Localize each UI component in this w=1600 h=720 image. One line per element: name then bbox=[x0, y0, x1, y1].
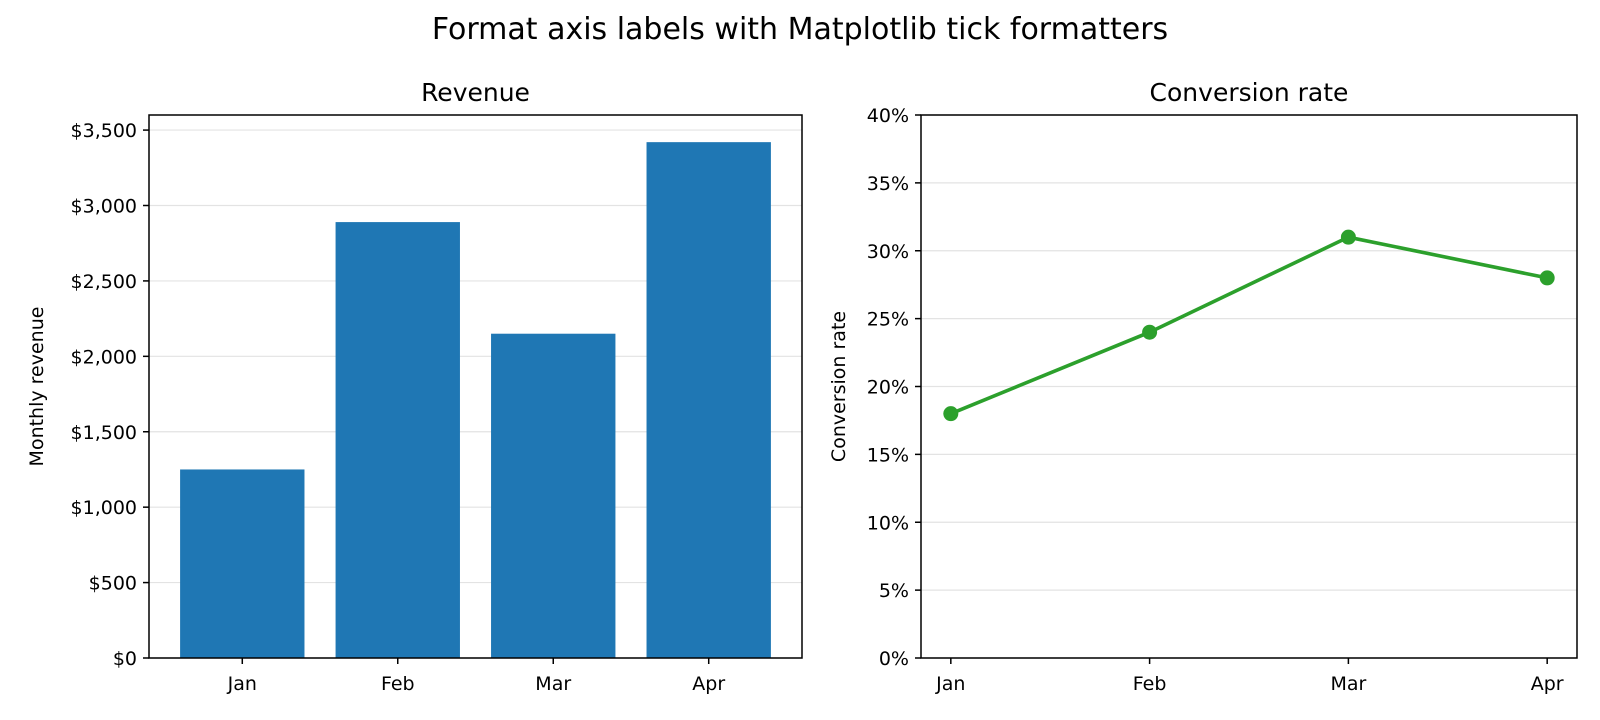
y-tick-label: $3,000 bbox=[71, 196, 137, 218]
y-tick-label: $2,500 bbox=[71, 271, 137, 293]
bar-apr bbox=[646, 142, 771, 658]
y-tick-label: 20% bbox=[867, 377, 909, 399]
data-point-mar bbox=[1340, 229, 1356, 245]
data-point-feb bbox=[1142, 324, 1158, 340]
x-tick-label: Apr bbox=[1531, 673, 1564, 695]
axes-frame bbox=[148, 114, 803, 659]
figure-title: Format axis labels with Matplotlib tick … bbox=[432, 12, 1168, 47]
y-tick-label: 10% bbox=[867, 512, 909, 534]
data-point-jan bbox=[943, 406, 959, 422]
y-tick-label: $0 bbox=[113, 648, 137, 670]
y-tick-label: 25% bbox=[867, 309, 909, 331]
y-tick-label: $3,500 bbox=[71, 120, 137, 142]
y-tick-label: 30% bbox=[867, 241, 909, 263]
bar-feb bbox=[335, 222, 460, 658]
y-tick-label: 40% bbox=[867, 105, 909, 127]
x-tick-label: Jan bbox=[935, 673, 965, 695]
y-tick-label: 0% bbox=[879, 648, 909, 670]
y-axis-label: Conversion rate bbox=[828, 311, 850, 462]
x-tick-label: Mar bbox=[535, 673, 571, 695]
y-tick-label: $1,500 bbox=[71, 422, 137, 444]
y-axis-label: Monthly revenue bbox=[26, 307, 48, 467]
series-line bbox=[949, 235, 1549, 416]
y-tick-label: 15% bbox=[867, 444, 909, 466]
conversion-rate-line-chart: 0% 5% 10% 15% 20% 25% 30% 35% 40% Jan Feb Mar Apr Con… bbox=[828, 78, 1578, 695]
y-tick-label: $1,000 bbox=[71, 497, 137, 519]
bar-mar bbox=[491, 333, 616, 658]
chart-title: Conversion rate bbox=[1150, 78, 1349, 107]
x-tick-label: Jan bbox=[227, 673, 257, 695]
x-tick-label: Feb bbox=[381, 673, 415, 695]
chart-title: Revenue bbox=[421, 78, 530, 107]
y-tick-label: 5% bbox=[879, 580, 909, 602]
y-tick-label: $500 bbox=[89, 573, 137, 595]
x-tick-label: Apr bbox=[692, 673, 725, 695]
y-tick-label: $2,000 bbox=[71, 346, 137, 368]
revenue-bar-chart: $0 $500 $1,000 $1,500 $2,000 $2,500 $3,000 $3,5… bbox=[26, 78, 803, 695]
data-point-apr bbox=[1539, 270, 1555, 286]
x-tick-label: Feb bbox=[1133, 673, 1167, 695]
y-tick-label: 35% bbox=[867, 173, 909, 195]
x-tick-label: Mar bbox=[1330, 673, 1366, 695]
bar-jan bbox=[180, 469, 305, 658]
